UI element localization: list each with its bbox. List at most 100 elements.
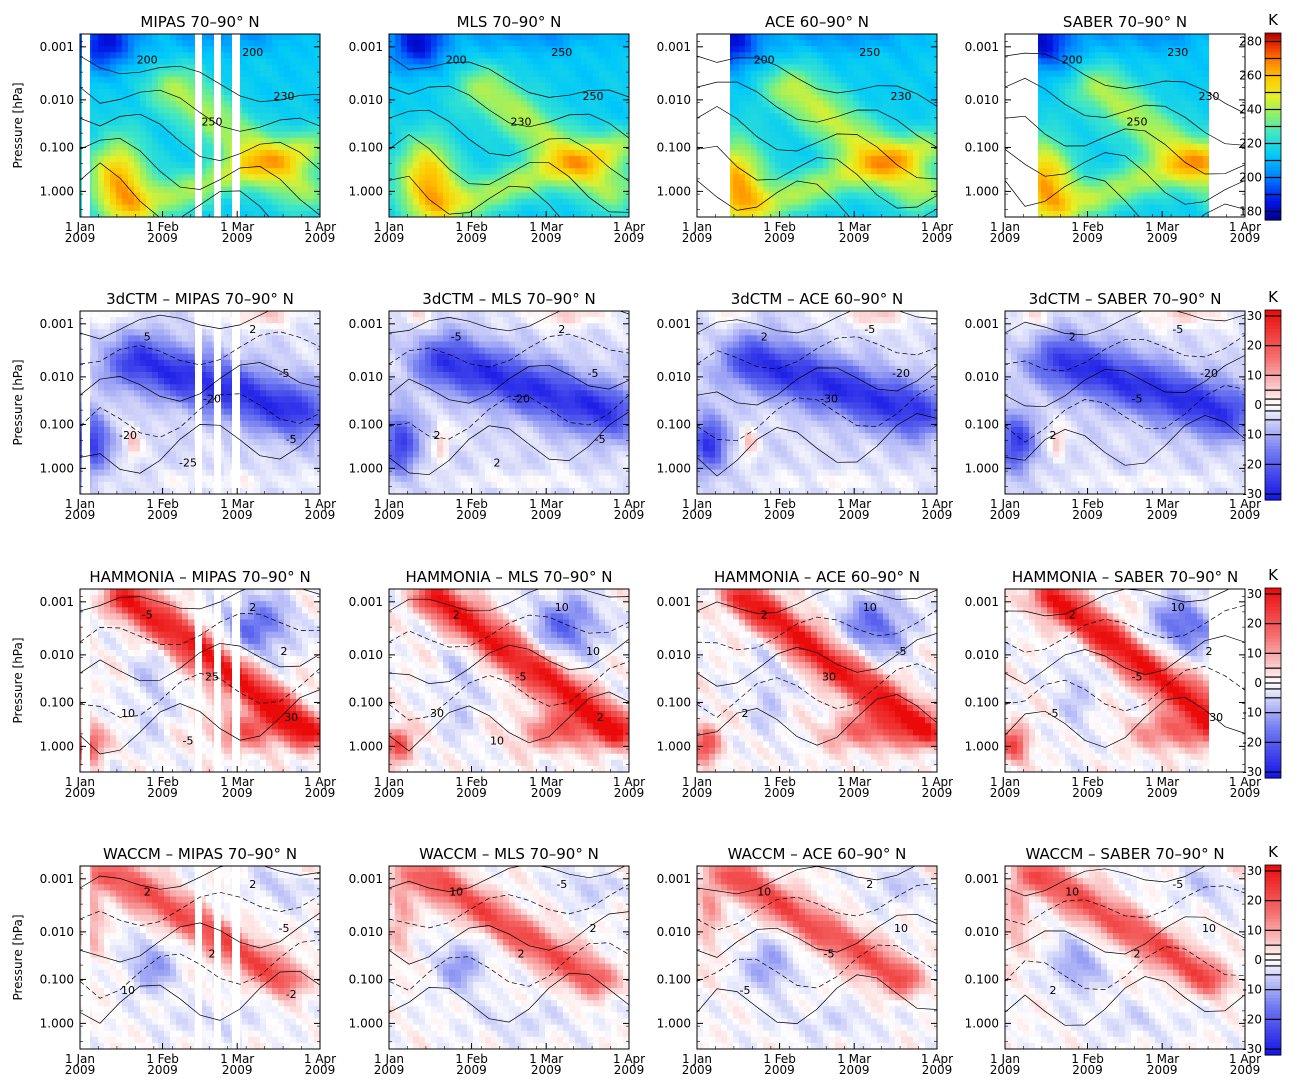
heatmap-cell — [907, 186, 914, 194]
heatmap-cell — [188, 34, 195, 41]
heatmap-cell — [389, 162, 396, 169]
heatmap-cell — [314, 125, 320, 133]
heatmap-cell — [395, 198, 402, 206]
heatmap-cell — [248, 131, 255, 139]
heatmap-cell — [443, 186, 450, 194]
heatmap-cell — [823, 40, 830, 47]
heatmap-cell — [745, 131, 752, 139]
heatmap-cell — [170, 101, 177, 108]
heatmap-cell — [841, 119, 848, 127]
heatmap-cell — [611, 95, 618, 102]
heatmap-cell — [509, 204, 516, 212]
heatmap-cell — [925, 168, 932, 175]
heatmap-cell — [1191, 198, 1198, 206]
heatmap-cell — [557, 70, 564, 78]
contour-line — [389, 55, 629, 98]
heatmap-cell — [817, 107, 824, 114]
heatmap-cell — [859, 192, 866, 200]
heatmap-cell — [266, 52, 273, 59]
heatmap-cell — [260, 95, 267, 102]
heatmap-cell — [847, 82, 854, 90]
contour-label: 200 — [754, 53, 775, 66]
heatmap-cell — [829, 210, 836, 217]
heatmap-cell — [853, 204, 860, 212]
heatmap-cell — [176, 40, 183, 47]
heatmap-cell — [254, 162, 261, 169]
heatmap-cell — [1035, 162, 1042, 169]
heatmap-cell — [389, 101, 396, 108]
heatmap-cell — [1137, 162, 1144, 169]
heatmap-cell — [485, 113, 492, 120]
heatmap-cell — [1053, 107, 1060, 114]
y-tick-label: 1.000 — [657, 184, 691, 198]
heatmap-cell — [479, 162, 486, 169]
heatmap-cell — [895, 113, 902, 120]
heatmap-cell — [889, 131, 896, 139]
heatmap-cell — [823, 58, 830, 66]
heatmap-cell — [847, 107, 854, 114]
heatmap-cell — [431, 131, 438, 139]
heatmap-cell — [751, 70, 758, 78]
heatmap-cell — [539, 149, 546, 157]
heatmap-cell — [461, 192, 468, 200]
heatmap-cell — [1173, 64, 1180, 72]
heatmap-cell — [1047, 52, 1054, 59]
heatmap-cell — [1077, 131, 1084, 139]
heatmap-cell — [206, 192, 213, 200]
heatmap-cell — [895, 180, 902, 188]
heatmap-cell — [176, 58, 183, 66]
heatmap-cell — [164, 204, 171, 212]
heatmap-cell — [1125, 131, 1132, 139]
heatmap-cell — [775, 113, 782, 120]
heatmap-cell — [895, 34, 902, 41]
heatmap-cell — [515, 204, 522, 212]
heatmap-cell — [200, 125, 207, 133]
heatmap-cell — [805, 174, 812, 181]
heatmap-cell — [110, 88, 117, 96]
heatmap-cell — [206, 198, 213, 206]
heatmap-cell — [413, 101, 420, 108]
heatmap-cell — [455, 149, 462, 157]
heatmap-cell — [617, 156, 624, 163]
heatmap-cell — [1059, 137, 1066, 145]
heatmap-cell — [799, 186, 806, 194]
heatmap-cell — [509, 162, 516, 169]
heatmap-cell — [152, 174, 159, 181]
heatmap-cell — [793, 137, 800, 145]
heatmap-cell — [913, 113, 920, 120]
heatmap-cell — [599, 40, 606, 47]
heatmap-cell — [242, 210, 249, 217]
heatmap-cell — [503, 34, 510, 41]
heatmap-cell — [1065, 125, 1072, 133]
contour-label: 200 — [242, 46, 263, 59]
heatmap-cell — [925, 131, 932, 139]
heatmap-cell — [122, 113, 129, 120]
heatmap-cell — [437, 156, 444, 163]
heatmap-cell — [248, 174, 255, 181]
heatmap-cell — [164, 186, 171, 194]
heatmap-cell — [461, 113, 468, 120]
heatmap-cell — [859, 204, 866, 212]
heatmap-cell — [419, 40, 426, 47]
heatmap-cell — [122, 192, 129, 200]
heatmap-cell — [605, 88, 612, 96]
heatmap-cell — [793, 204, 800, 212]
heatmap-cell — [302, 46, 309, 53]
heatmap-cell — [1041, 70, 1048, 78]
heatmap-cell — [266, 180, 273, 188]
heatmap-cell — [110, 70, 117, 78]
heatmap-cell — [182, 82, 189, 90]
heatmap-cell — [787, 107, 794, 114]
heatmap-cell — [877, 162, 884, 169]
heatmap-cell — [823, 52, 830, 59]
heatmap-cell — [1149, 95, 1156, 102]
heatmap-cell — [266, 131, 273, 139]
heatmap-cell — [817, 204, 824, 212]
heatmap-cell — [727, 125, 734, 133]
heatmap-cell — [847, 95, 854, 102]
heatmap-cell — [775, 76, 782, 84]
heatmap-cell — [883, 101, 890, 108]
heatmap-cell — [587, 149, 594, 157]
heatmap-cell — [623, 64, 629, 72]
heatmap-cell — [206, 52, 213, 59]
